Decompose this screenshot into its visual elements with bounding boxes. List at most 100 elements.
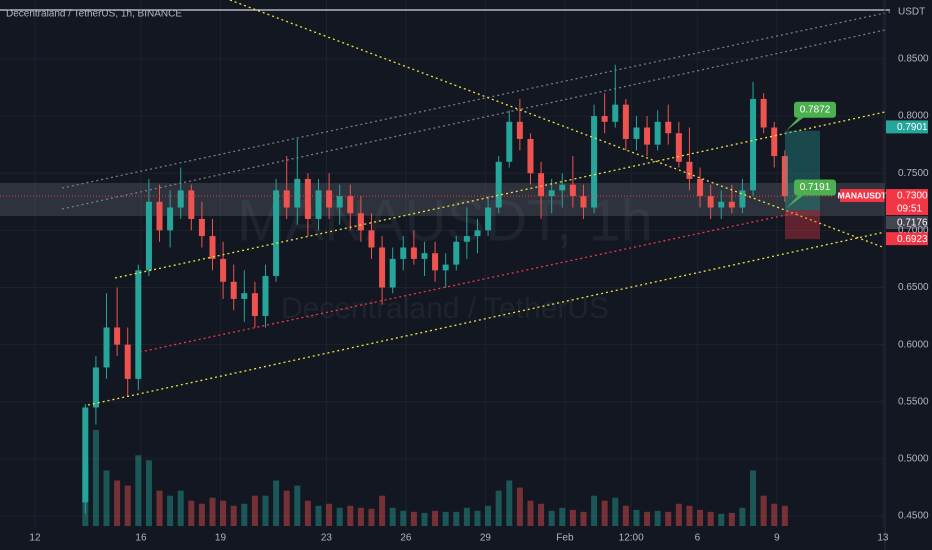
candle-body (209, 236, 216, 259)
grid (0, 0, 885, 528)
candle-body (495, 161, 502, 208)
candle-body (294, 178, 301, 208)
price-badge (886, 232, 928, 246)
volume-bar (241, 503, 248, 526)
volume-bar (686, 505, 693, 526)
volume-bar (442, 511, 449, 526)
candle-body (357, 213, 364, 231)
volume-bar (781, 505, 788, 526)
volume-bar (145, 460, 152, 526)
candle-body (283, 190, 290, 208)
volume-bar (718, 513, 725, 526)
y-tick-label: 0.5500 (898, 396, 929, 407)
volume-bar (654, 510, 661, 526)
candle-body (389, 258, 396, 288)
volume-bar (135, 455, 142, 526)
volume-bar (294, 485, 301, 526)
candle-body (92, 367, 99, 408)
candle-body (580, 196, 587, 208)
x-tick-label: 26 (400, 533, 412, 544)
candle-body (485, 207, 492, 231)
trade-label-pointer (786, 115, 806, 131)
candle-body (145, 201, 152, 271)
trend-line (87, 231, 886, 406)
countdown: 09:51 (897, 204, 922, 215)
volume-bar (273, 480, 280, 526)
channel-line (61, 29, 886, 210)
volume-bar (389, 507, 396, 526)
candle-body (326, 190, 333, 208)
symbol-badge (840, 189, 885, 203)
y-tick-label: 0.5000 (898, 454, 929, 465)
candle-body (114, 327, 121, 345)
volume-bar (421, 512, 428, 526)
candle-body (273, 190, 280, 277)
trend-line (114, 111, 886, 279)
candle-body (750, 98, 757, 191)
price-badge (886, 120, 928, 134)
x-tick-label: 9 (774, 533, 780, 544)
volume-bar (379, 495, 386, 526)
candle-body (601, 116, 608, 122)
watermark-description: Decentraland / TetherUS (281, 292, 609, 325)
volume-bar (400, 510, 407, 526)
candle-body (569, 184, 576, 197)
candle-body (665, 121, 672, 134)
candle-body (612, 104, 619, 122)
candle-body (644, 127, 651, 145)
volume-bar (368, 508, 375, 526)
candle-body (591, 116, 598, 208)
volume-bar (463, 507, 470, 526)
candle-body (82, 407, 89, 503)
volume-bar (760, 495, 767, 526)
price-badge (886, 216, 928, 230)
candle-body (167, 207, 174, 231)
candle-body (124, 344, 131, 379)
volume-bar (453, 511, 460, 526)
candle-body (686, 161, 693, 179)
y-tick-label: 0.7500 (898, 168, 929, 179)
candle-body (474, 230, 481, 237)
candle-body (156, 201, 163, 231)
volume-bar (495, 490, 502, 526)
volume-bar (103, 470, 110, 526)
candle-body (707, 196, 714, 208)
candle-body (262, 276, 269, 317)
candle-body (548, 190, 555, 197)
channel-line (61, 11, 891, 189)
candle-body (410, 247, 417, 259)
volume-bar (198, 503, 205, 526)
candle-body (220, 258, 227, 282)
volume-bar (506, 480, 513, 526)
trend-line (229, 0, 886, 249)
x-tick-label: 16 (135, 533, 147, 544)
volume-bar (665, 511, 672, 526)
volume-bar (209, 497, 216, 526)
x-tick-label: 29 (480, 533, 492, 544)
candle-body (622, 104, 629, 139)
position-profit (785, 130, 820, 211)
candle-body (177, 190, 184, 208)
candle-body (516, 121, 523, 139)
candle-body (368, 230, 375, 248)
volume-bar (591, 495, 598, 526)
candle-body (453, 241, 460, 265)
volume-bar (527, 500, 534, 526)
candle-body (347, 196, 354, 214)
candle-body (198, 218, 205, 237)
volume-bar (347, 505, 354, 526)
trade-label-pointer (786, 193, 806, 209)
price-badge-label: 0.6923 (897, 234, 928, 245)
candle-body (241, 293, 248, 299)
candle-body (336, 196, 343, 208)
volume-bar (601, 500, 608, 526)
candle-body (400, 247, 407, 259)
candle-body (506, 121, 513, 162)
volume-bar (622, 505, 629, 526)
candle-body (739, 190, 746, 208)
candle-body (633, 127, 640, 139)
candle-body (442, 264, 449, 271)
candle-body (188, 190, 195, 219)
overlay: 0.7872 0.7191 0.7901 0.7300 09:51 MANAUSDT 0.7… (0, 101, 928, 246)
